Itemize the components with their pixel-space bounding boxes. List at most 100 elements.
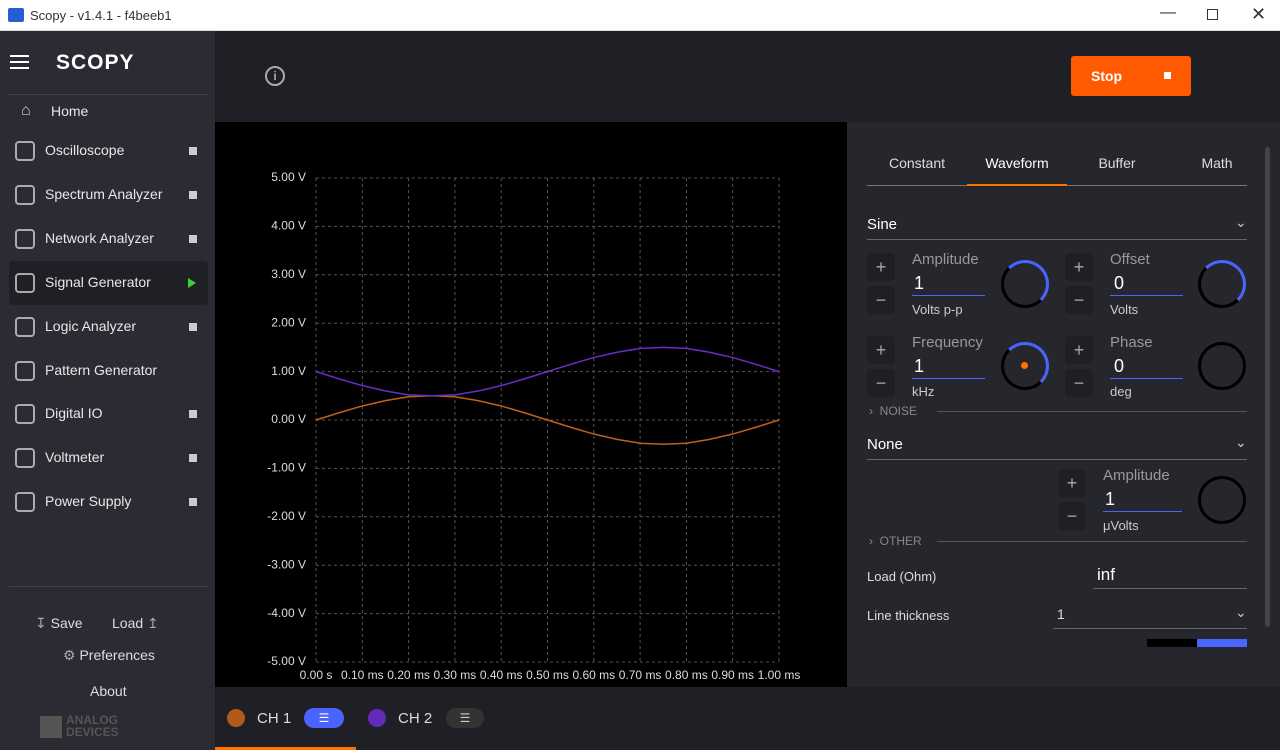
- x-tick-label: 1.00 ms: [758, 668, 801, 682]
- section-other[interactable]: › OTHER: [869, 534, 922, 548]
- y-tick-label: 2.00 V: [271, 315, 306, 329]
- y-tick-label: 4.00 V: [271, 219, 306, 233]
- plus[interactable]: +: [1058, 469, 1086, 497]
- maximize[interactable]: [1207, 9, 1218, 20]
- about-button[interactable]: About: [90, 683, 127, 699]
- dropdown-arrow: ⌄: [1235, 604, 1247, 620]
- tab[interactable]: Constant: [888, 155, 946, 171]
- channel-name[interactable]: CH 2: [398, 710, 433, 727]
- app-icon: [8, 8, 24, 22]
- param-unit[interactable]: Volts p-p: [912, 302, 963, 317]
- x-tick-label: 0.20 ms: [387, 668, 430, 682]
- minus[interactable]: −: [1065, 286, 1093, 314]
- color-swatch[interactable]: [1147, 639, 1197, 647]
- plus[interactable]: +: [867, 336, 895, 364]
- y-tick-label: -1.00 V: [267, 461, 306, 475]
- y-tick-label: -2.00 V: [267, 509, 306, 523]
- load-label: Load (Ohm): [867, 569, 937, 584]
- knob[interactable]: [1001, 260, 1049, 308]
- trace: [315, 346, 780, 397]
- toolbar: i Stop: [215, 31, 1280, 122]
- y-tick-label: 0.00 V: [271, 412, 306, 426]
- param-value[interactable]: 1: [1105, 489, 1116, 509]
- param-label: Amplitude: [912, 251, 979, 268]
- channel-dot[interactable]: [368, 709, 386, 727]
- sidebar: SCOPY ⌂ Home Oscilloscope Spectrum Analyz…: [0, 31, 215, 750]
- knob[interactable]: [1198, 260, 1246, 308]
- plus[interactable]: +: [1065, 253, 1093, 281]
- minus[interactable]: −: [1065, 369, 1093, 397]
- tool-item[interactable]: Digital IO: [9, 392, 208, 436]
- dropdown-arrow: ⌄: [1235, 434, 1247, 450]
- minus[interactable]: −: [867, 369, 895, 397]
- param-label: Frequency: [912, 334, 983, 351]
- y-tick-label: -4.00 V: [267, 606, 306, 620]
- tool-item[interactable]: Pattern Generator: [9, 349, 208, 393]
- x-tick-label: 0.30 ms: [434, 668, 477, 682]
- knob[interactable]: [1198, 342, 1246, 390]
- x-tick-label: 0.50 ms: [526, 668, 569, 682]
- param-label: Amplitude: [1103, 467, 1170, 484]
- plus[interactable]: +: [867, 253, 895, 281]
- menu-button[interactable]: [10, 55, 29, 69]
- minus[interactable]: −: [1058, 502, 1086, 530]
- y-tick-label: 5.00 V: [271, 170, 306, 184]
- load-input[interactable]: inf: [1097, 565, 1115, 584]
- tool-item[interactable]: Spectrum Analyzer: [9, 173, 208, 217]
- line-thickness-label: Line thickness: [867, 608, 950, 623]
- tool-item[interactable]: Signal Generator: [9, 261, 208, 305]
- x-tick-label: 0.10 ms: [341, 668, 384, 682]
- chart: 5.00 V 4.00 V 3.00 V 2.00 V 1.00 V 0.00 V -1.0…: [267, 170, 801, 682]
- param-unit[interactable]: deg: [1110, 384, 1132, 399]
- color-swatch[interactable]: [1197, 639, 1247, 647]
- tab[interactable]: Math: [1201, 155, 1233, 171]
- tab[interactable]: Buffer: [1098, 155, 1136, 171]
- channel-settings[interactable]: ☰: [304, 708, 344, 728]
- x-tick-label: 0.70 ms: [619, 668, 662, 682]
- trace: [315, 395, 780, 445]
- home[interactable]: ⌂ Home: [21, 102, 89, 119]
- param-unit[interactable]: μVolts: [1103, 518, 1139, 533]
- tool-item[interactable]: Logic Analyzer: [9, 305, 208, 349]
- param-value[interactable]: 0: [1114, 356, 1125, 376]
- plot-area: 5.00 V 4.00 V 3.00 V 2.00 V 1.00 V 0.00 V -1.0…: [215, 122, 847, 687]
- y-tick-label: -5.00 V: [267, 654, 306, 668]
- tool-item[interactable]: Oscilloscope: [9, 129, 208, 173]
- tool-item[interactable]: Power Supply: [9, 480, 208, 524]
- channel-name[interactable]: CH 1: [257, 710, 292, 727]
- x-tick-label: 0.00 s: [300, 668, 333, 682]
- preferences-button[interactable]: ⚙ Preferences: [63, 647, 155, 663]
- window-title: Scopy - v1.4.1 - f4beeb1: [30, 8, 172, 23]
- y-tick-label: 3.00 V: [271, 267, 306, 281]
- noise-select[interactable]: None: [867, 436, 903, 453]
- param-unit[interactable]: kHz: [912, 384, 935, 399]
- x-tick-label: 0.60 ms: [572, 668, 615, 682]
- plus[interactable]: +: [1065, 336, 1093, 364]
- channel-settings[interactable]: ☰: [446, 708, 484, 728]
- close[interactable]: ✕: [1251, 4, 1267, 24]
- param-value[interactable]: 1: [914, 356, 925, 376]
- minimize[interactable]: —: [1160, 4, 1176, 21]
- knob[interactable]: [1001, 342, 1049, 390]
- save-button[interactable]: ↧ Save: [35, 615, 83, 631]
- tool-item[interactable]: Network Analyzer: [9, 217, 208, 261]
- load-button[interactable]: Load ↥: [112, 615, 159, 631]
- info-button[interactable]: i: [265, 66, 285, 86]
- line-thickness-select[interactable]: 1: [1057, 606, 1065, 622]
- stop-button[interactable]: Stop: [1071, 56, 1191, 96]
- tab[interactable]: Waveform: [985, 155, 1049, 171]
- knob[interactable]: [1198, 476, 1246, 524]
- param-value[interactable]: 0: [1114, 273, 1125, 293]
- scrollbar[interactable]: [1265, 147, 1270, 627]
- param-value[interactable]: 1: [914, 273, 925, 293]
- y-tick-label: 1.00 V: [271, 364, 306, 378]
- logo: SCOPY: [56, 51, 135, 74]
- waveform-select[interactable]: Sine: [867, 216, 898, 233]
- channel-dot[interactable]: [227, 709, 245, 727]
- tool-item[interactable]: Voltmeter: [9, 436, 208, 480]
- x-tick-label: 0.90 ms: [711, 668, 754, 682]
- param-unit[interactable]: Volts: [1110, 302, 1139, 317]
- section-noise[interactable]: › NOISE: [869, 404, 918, 418]
- minus[interactable]: −: [867, 286, 895, 314]
